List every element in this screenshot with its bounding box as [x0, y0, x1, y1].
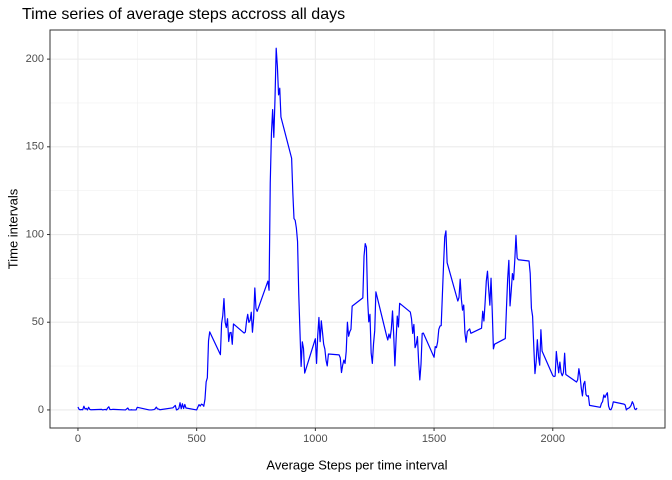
y-tick-label: 200 [26, 53, 44, 65]
plot-area [77, 47, 638, 411]
x-tick-label: 2000 [541, 433, 565, 445]
x-tick-label: 0 [75, 433, 81, 445]
chart-title: Time series of average steps accross all… [22, 6, 345, 23]
x-tick-label: 500 [187, 433, 205, 445]
y-tick-label: 150 [26, 141, 44, 153]
y-axis-title: Time intervals [5, 188, 20, 269]
grid [50, 30, 665, 428]
line [77, 47, 638, 411]
axes: 0 500 1000 1500 2000 0 50 100 150 200 [26, 53, 565, 445]
x-tick-label: 1500 [422, 433, 446, 445]
x-axis-title: Average Steps per time interval [266, 457, 447, 472]
x-tick-label: 1000 [303, 433, 327, 445]
y-tick-label: 100 [26, 228, 44, 240]
panel-border [49, 29, 666, 429]
y-tick-label: 50 [32, 316, 44, 328]
y-tick-label: 0 [38, 404, 44, 416]
